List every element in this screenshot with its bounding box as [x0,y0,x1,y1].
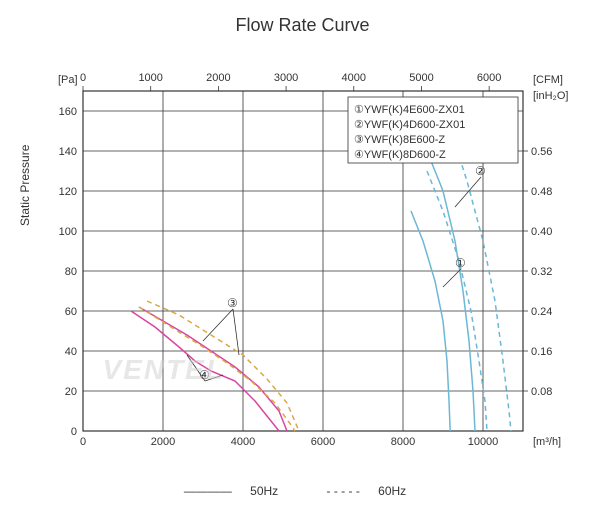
svg-text:120: 120 [58,186,76,198]
svg-text:2000: 2000 [206,72,230,84]
legend-60hz: - - - - - 60Hz [327,484,422,498]
svg-text:6000: 6000 [476,72,500,84]
svg-text:6000: 6000 [310,436,334,448]
svg-text:④YWF(K)8D600-Z: ④YWF(K)8D600-Z [354,149,446,161]
svg-text:0.16: 0.16 [531,346,552,358]
legend-50hz: ———— 50Hz [184,484,293,498]
svg-text:0.48: 0.48 [531,186,552,198]
svg-text:[CFM]: [CFM] [533,74,563,86]
svg-text:[Pa]: [Pa] [58,74,78,86]
svg-text:0: 0 [79,72,85,84]
svg-text:140: 140 [58,146,76,158]
svg-text:①: ① [455,256,466,270]
svg-text:100: 100 [58,226,76,238]
svg-text:③: ③ [227,296,238,310]
svg-text:80: 80 [64,266,76,278]
svg-text:8000: 8000 [390,436,414,448]
svg-text:①YWF(K)4E600-ZX01: ①YWF(K)4E600-ZX01 [354,104,465,116]
svg-text:1000: 1000 [138,72,162,84]
svg-text:3000: 3000 [273,72,297,84]
svg-text:5000: 5000 [409,72,433,84]
svg-text:10000: 10000 [467,436,498,448]
svg-text:160: 160 [58,106,76,118]
svg-text:4000: 4000 [341,72,365,84]
flow-rate-chart: 0200040006000800010000020406080100120140… [23,46,583,466]
svg-text:0.56: 0.56 [531,146,552,158]
svg-text:40: 40 [64,346,76,358]
svg-text:[inH₂O]: [inH₂O] [533,90,568,102]
y-axis-label: Static Pressure [18,145,32,226]
svg-text:0: 0 [79,436,85,448]
svg-text:③YWF(K)8E600-Z: ③YWF(K)8E600-Z [354,134,445,146]
frequency-legend: ———— 50Hz - - - - - 60Hz [10,484,595,498]
svg-text:4000: 4000 [230,436,254,448]
svg-text:[m³/h]: [m³/h] [533,436,561,448]
svg-text:0.24: 0.24 [531,306,552,318]
chart-title: Flow Rate Curve [10,15,595,36]
svg-text:0.32: 0.32 [531,266,552,278]
svg-text:0.08: 0.08 [531,386,552,398]
svg-text:0: 0 [70,426,76,438]
svg-text:②: ② [475,164,486,178]
svg-text:②YWF(K)4D600-ZX01: ②YWF(K)4D600-ZX01 [354,119,465,131]
svg-text:60: 60 [64,306,76,318]
svg-text:20: 20 [64,386,76,398]
chart-container: Static Pressure 020004000600080001000002… [23,46,583,476]
svg-text:2000: 2000 [150,436,174,448]
svg-text:0.40: 0.40 [531,226,552,238]
